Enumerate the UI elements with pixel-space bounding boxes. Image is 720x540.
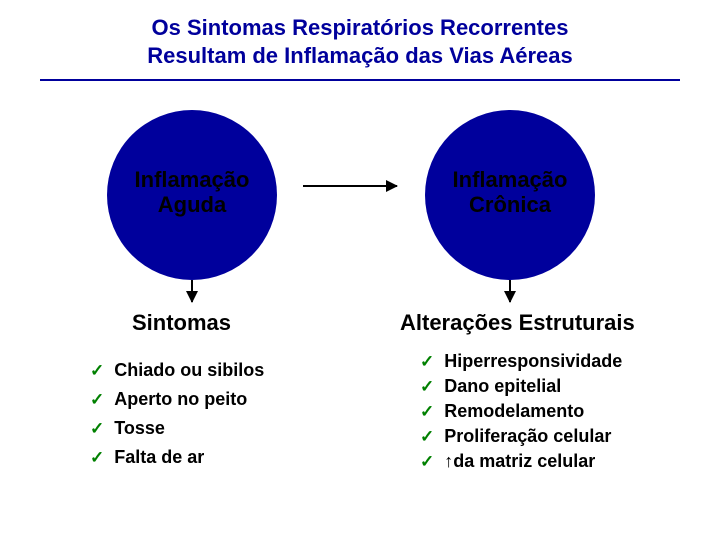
title-line1: Os Sintomas Respiratórios Recorrentes (152, 15, 569, 40)
right-bullet-list: ✓ Hiperresponsividade ✓ Dano epitelial ✓ Remo… (420, 347, 622, 476)
left-bullet-list: ✓ Chiado ou sibilos ✓ Aperto no peito ✓ Tosse… (90, 352, 264, 476)
arrow-down-left (191, 280, 193, 302)
list-item-label: Remodelamento (444, 401, 584, 422)
list-item-label: ↑da matriz celular (444, 451, 595, 472)
list-item-label: Proliferação celular (444, 426, 611, 447)
check-icon: ✓ (90, 362, 104, 379)
check-icon: ✓ (90, 391, 104, 408)
list-item: ✓ Dano epitelial (420, 376, 622, 397)
check-icon: ✓ (90, 449, 104, 466)
list-item: ✓ Aperto no peito (90, 389, 264, 410)
check-icon: ✓ (420, 453, 434, 470)
list-item-label: Falta de ar (114, 447, 204, 468)
check-icon: ✓ (420, 378, 434, 395)
check-icon: ✓ (420, 428, 434, 445)
circle-right-line2: Crônica (469, 192, 551, 217)
list-item: ✓ Hiperresponsividade (420, 351, 622, 372)
right-section-title: Alterações Estruturais (400, 310, 635, 336)
list-item-label: Chiado ou sibilos (114, 360, 264, 381)
left-section-title: Sintomas (132, 310, 231, 336)
arrow-left-to-right (303, 185, 397, 187)
circle-left-line2: Aguda (158, 192, 226, 217)
list-item: ✓ ↑da matriz celular (420, 451, 622, 472)
list-item-label: Aperto no peito (114, 389, 247, 410)
check-icon: ✓ (90, 420, 104, 437)
arrow-down-right (509, 280, 511, 302)
list-item: ✓ Chiado ou sibilos (90, 360, 264, 381)
list-item-label: Hiperresponsividade (444, 351, 622, 372)
circle-right-line1: Inflamação (453, 167, 568, 192)
list-item: ✓ Tosse (90, 418, 264, 439)
list-item: ✓ Remodelamento (420, 401, 622, 422)
check-icon: ✓ (420, 353, 434, 370)
slide-title: Os Sintomas Respiratórios Recorrentes Re… (0, 0, 720, 77)
list-item-label: Tosse (114, 418, 165, 439)
list-item-label: Dano epitelial (444, 376, 561, 397)
circle-right-label: Inflamação Crônica (425, 167, 595, 218)
check-icon: ✓ (420, 403, 434, 420)
list-item: ✓ Falta de ar (90, 447, 264, 468)
circle-left-label: Inflamação Aguda (107, 167, 277, 218)
title-divider (40, 79, 680, 81)
circle-left-line1: Inflamação (135, 167, 250, 192)
title-line2: Resultam de Inflamação das Vias Aéreas (147, 43, 573, 68)
list-item: ✓ Proliferação celular (420, 426, 622, 447)
